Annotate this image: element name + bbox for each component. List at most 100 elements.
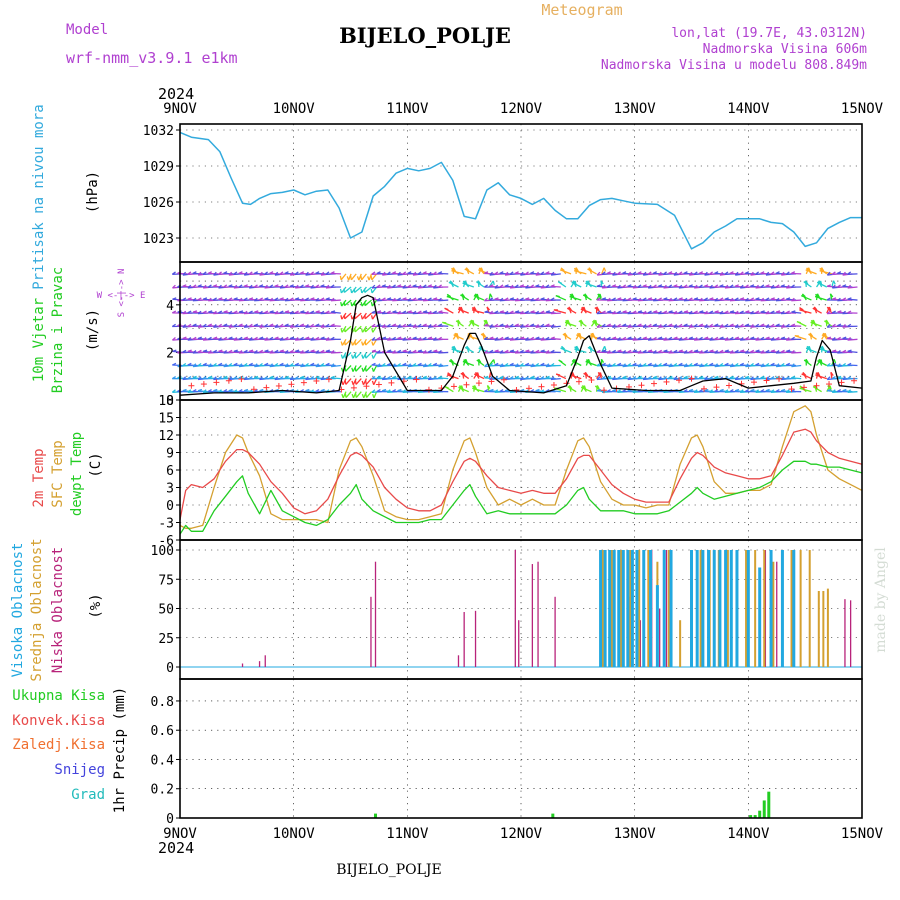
wind-arrow-head <box>294 362 299 366</box>
wind-arrow-head <box>417 310 422 314</box>
wind-arrow-head <box>223 363 228 368</box>
wind-arrow-head <box>391 336 396 340</box>
wind-arrow-head <box>601 362 606 366</box>
wind-arrow-head <box>606 389 611 393</box>
wind-arrow-head <box>601 336 606 341</box>
wind-arrow-head <box>289 310 294 315</box>
wind-arrow-head <box>632 349 637 353</box>
wind-arrow-head <box>755 336 759 341</box>
wind-arrow <box>274 337 285 340</box>
wind-arrow-head <box>745 310 750 313</box>
wind-arrow-head <box>780 349 785 353</box>
wind-arrow-head <box>524 323 529 328</box>
x-top-label: 13NOV <box>614 101 657 117</box>
dewpt-line <box>179 460 863 535</box>
wind-arrow <box>530 377 541 380</box>
wind-arrow <box>504 285 515 288</box>
wind-arrow-head <box>714 349 719 354</box>
wind-arrow-head <box>360 302 363 307</box>
wind-arrow-head <box>187 336 192 341</box>
wind-arrow-head <box>460 372 465 376</box>
wind-arrow <box>719 337 730 340</box>
wind-arrow-head <box>657 349 663 353</box>
wind-arrow-head <box>760 310 765 313</box>
wind-arrow-head <box>212 376 217 380</box>
wind-arrow-head <box>627 376 632 380</box>
wind-arrow <box>354 325 362 333</box>
wind-arrow <box>228 337 239 340</box>
wind-arrow-head <box>504 349 509 353</box>
wind-arrow-head <box>197 324 202 328</box>
wind-arrow-head <box>824 320 829 324</box>
wind-arrow-head <box>627 324 632 328</box>
wind-arrow <box>515 377 526 380</box>
wind-arrow-head <box>525 349 530 353</box>
wind-arrow-head <box>320 362 325 367</box>
wind-arrow-head <box>494 297 499 300</box>
x-bottom-label: 13NOV <box>614 826 657 842</box>
wind-arrow-head <box>585 360 590 363</box>
wind-arrow-head <box>371 310 376 314</box>
wind-arrow-head <box>530 389 535 393</box>
wind-arrow-head <box>519 284 525 287</box>
wind-arrow-head <box>714 336 719 340</box>
wind-arrow-head <box>826 362 831 367</box>
wind-arrow-head <box>407 375 412 379</box>
wind-arrow <box>372 365 378 372</box>
wind-arrow-head <box>785 375 790 380</box>
wind-arrow-head <box>724 389 729 393</box>
wind-arrow-head <box>217 389 222 393</box>
wind-arrow <box>489 285 500 288</box>
wind-arrow-head <box>622 310 627 313</box>
wind-arrow <box>601 267 605 275</box>
wind-arrow-head <box>791 310 796 313</box>
wind-arrow-head <box>315 310 320 313</box>
wind-arrow-head <box>601 349 607 353</box>
x-top-label: 12NOV <box>500 101 543 117</box>
pressure-tick-label: 1029 <box>143 160 174 175</box>
wind-arrow-head <box>371 323 376 328</box>
wind-arrow-head <box>709 271 714 275</box>
wind-arrow-head <box>617 336 621 341</box>
wind-arrow-head <box>557 281 563 285</box>
wind-arrow-head <box>719 388 724 392</box>
wind-arrow-head <box>412 271 417 276</box>
wind-arrow <box>837 377 848 380</box>
wind-arrow-head <box>274 297 279 301</box>
wind-arrow <box>344 325 352 333</box>
wind-arrow-head <box>724 271 729 275</box>
wind-arrow <box>791 299 802 302</box>
temp-unit: (C) <box>88 452 104 477</box>
wind-arrow-head <box>344 393 347 398</box>
wind-arrow-head <box>212 324 217 328</box>
wind-arrow-head <box>197 349 202 353</box>
wind-arrow <box>428 285 439 288</box>
wind-arrow-head <box>657 376 662 380</box>
wind-arrow-head <box>530 310 535 313</box>
wind-arrow-head <box>417 362 422 366</box>
wind-arrow-head <box>842 349 847 353</box>
wind-arrow-head <box>765 349 770 353</box>
cloud-tick-label: 25 <box>158 632 174 647</box>
wind-arrow <box>213 337 224 340</box>
wind-arrow-head <box>289 297 294 301</box>
wind-arrow <box>352 338 357 346</box>
wind-arrow-head <box>765 284 770 287</box>
wind-arrow-head <box>386 389 391 393</box>
wind-arrow-head <box>182 284 187 287</box>
wind-arrow-head <box>775 284 780 288</box>
wind-arrow-head <box>744 349 749 354</box>
wind-arrow-head <box>187 323 192 328</box>
wind-arrow-head <box>294 271 299 275</box>
wind-arrow-head <box>668 310 673 313</box>
wind-arrow-head <box>765 336 770 340</box>
wind-arrow-head <box>524 310 530 314</box>
wind-arrow <box>488 359 495 366</box>
wind-arrow-head <box>668 323 673 327</box>
wind-arrow-head <box>812 307 817 311</box>
wind-arrow-head <box>678 310 683 314</box>
wind-arrow-head <box>714 271 719 275</box>
wind-arrow-head <box>648 349 653 353</box>
wind-arrow-head <box>310 375 315 380</box>
